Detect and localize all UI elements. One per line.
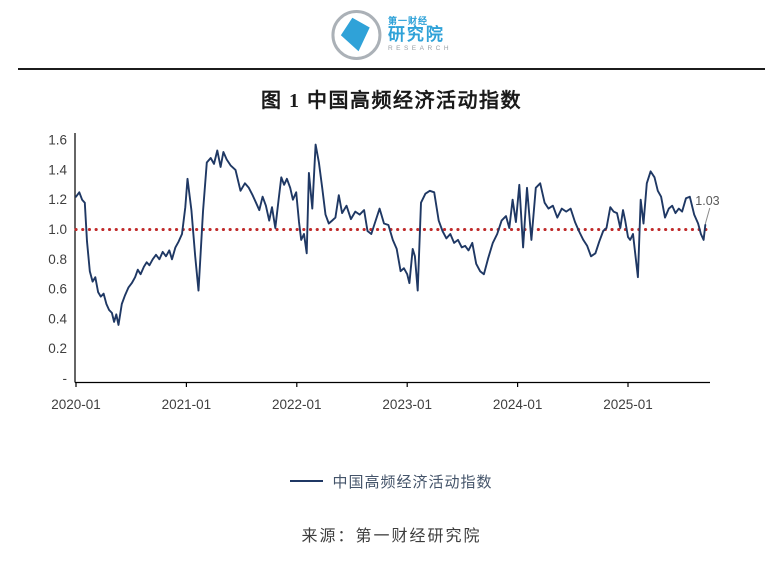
chart-legend: 中国高频经济活动指数 [0, 471, 783, 491]
series-line [75, 143, 707, 326]
logo-diamond-icon [340, 17, 370, 52]
line-chart: 2020-01 2021-01 2022-01 2023-01 2024-01 2025-… [0, 118, 783, 428]
x-axis-label: 2023-01 [382, 397, 432, 412]
yicai-research-logo: 第一财经 研究院 RESEARCH [330, 7, 453, 63]
logo-text: 第一财经 研究院 RESEARCH [387, 15, 453, 53]
y-axis-label: 1.2 [48, 192, 67, 207]
annotation-leader-line [704, 207, 711, 225]
logo-circle-icon [330, 10, 381, 60]
figure-title: 图 1 中国高频经济活动指数 [261, 90, 522, 112]
y-axis-label: 0.2 [48, 341, 67, 356]
chart-canvas: 2020-01 2021-01 2022-01 2023-01 2024-01 2025-… [48, 133, 719, 412]
y-axis-label: 1.6 [48, 133, 67, 148]
header-divider [18, 68, 765, 70]
y-axis-label: 0.8 [48, 252, 67, 267]
x-axis-label: 2024-01 [493, 397, 543, 412]
x-axis-label: 2025-01 [603, 397, 653, 412]
legend-line-swatch [290, 480, 324, 482]
y-axis-label: 1.4 [48, 162, 67, 177]
y-axis-label: 1.0 [48, 222, 67, 237]
y-axis-label: 0.6 [48, 282, 67, 297]
y-axis-label: 0.4 [48, 311, 67, 326]
last-value-label: 1.03 [695, 194, 719, 208]
logo-name-cn-large: 研究院 [387, 25, 445, 45]
x-axis-label: 2022-01 [272, 397, 322, 412]
logo-name-en: RESEARCH [387, 45, 453, 53]
source-note: 来源：第一财经研究院 [301, 528, 482, 545]
logo-name-cn-small: 第一财经 [387, 15, 428, 26]
y-axis-label: - [63, 371, 68, 386]
legend-label: 中国高频经济活动指数 [332, 474, 493, 491]
x-axis-label: 2021-01 [162, 397, 212, 412]
x-axis-label: 2020-01 [51, 397, 101, 412]
